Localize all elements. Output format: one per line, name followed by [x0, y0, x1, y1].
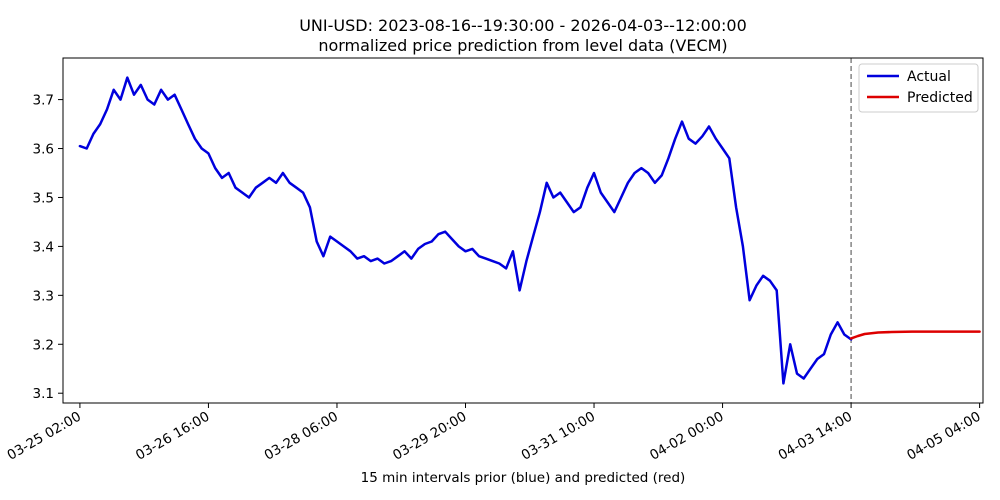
y-tick-label: 3.7	[33, 93, 54, 109]
x-tick-label: 04-03 14:00	[776, 409, 855, 464]
x-tick-label: 03-29 20:00	[390, 409, 469, 464]
x-tick-label: 03-25 02:00	[5, 409, 84, 464]
x-tick-label: 03-31 10:00	[519, 409, 598, 464]
y-axis: 3.1 3.2 3.3 3.4 3.5 3.6 3.7	[33, 93, 63, 402]
x-tick-label: 04-05 04:00	[904, 409, 983, 464]
x-axis-label: 15 min intervals prior (blue) and predic…	[361, 470, 686, 486]
y-tick-label: 3.4	[33, 239, 54, 255]
series-line-predicted	[849, 330, 981, 340]
y-tick-label: 3.5	[33, 190, 54, 206]
x-axis: 03-25 02:00 03-26 16:00 03-28 06:00 03-29 2…	[5, 403, 984, 464]
x-tick-label: 04-02 00:00	[647, 409, 726, 464]
legend-label-predicted: Predicted	[907, 90, 973, 106]
x-tick-label: 03-28 06:00	[262, 409, 341, 464]
legend: Actual Predicted	[858, 63, 979, 113]
chart-subtitle: normalized price prediction from level d…	[318, 36, 727, 55]
plot-frame	[62, 57, 984, 404]
x-tick-label: 03-26 16:00	[133, 409, 212, 464]
chart-title: UNI-USD: 2023-08-16--19:30:00 - 2026-04-…	[299, 16, 747, 35]
legend-label-actual: Actual	[907, 69, 951, 85]
y-tick-label: 3.3	[33, 288, 54, 304]
series-line-actual	[78, 76, 853, 385]
y-tick-label: 3.2	[33, 337, 54, 353]
y-tick-label: 3.1	[33, 386, 54, 402]
plot-lines	[78, 58, 981, 403]
y-tick-label: 3.6	[33, 142, 54, 158]
